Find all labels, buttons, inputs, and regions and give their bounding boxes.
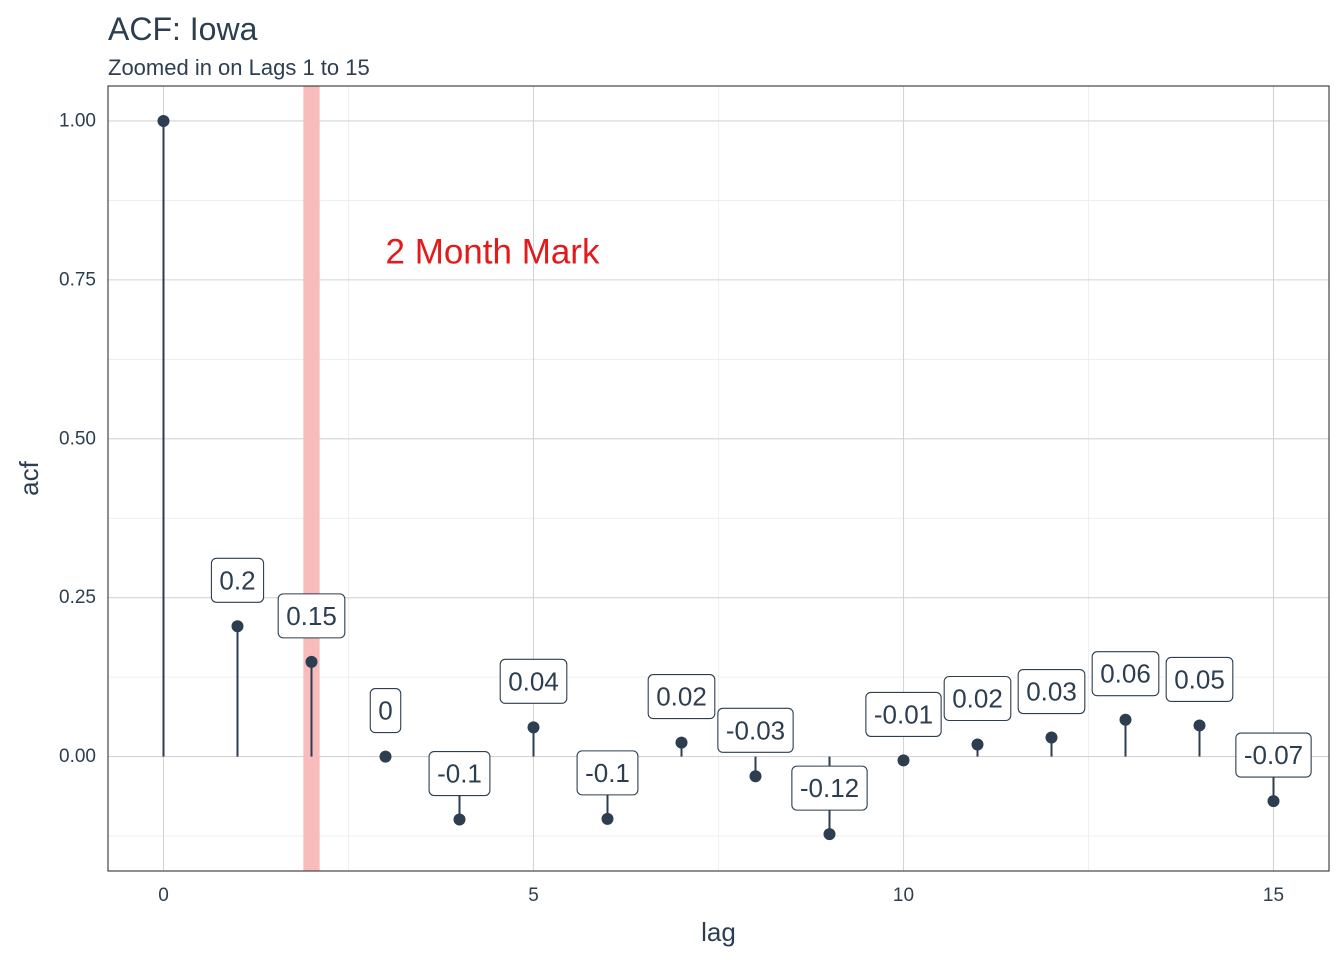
- data-label-text: -0.12: [800, 773, 859, 803]
- data-label-box: [1091, 651, 1160, 697]
- data-label-text: 0: [378, 696, 392, 726]
- x-tick-label: 0: [158, 885, 169, 906]
- acf-point: [453, 813, 466, 826]
- acf-data-label: 0.04: [499, 658, 568, 704]
- acf-data-label: -0.01: [865, 691, 942, 737]
- data-label-text: -0.1: [585, 758, 630, 788]
- acf-data-label: 0.2: [210, 557, 265, 603]
- y-tick-label: 0.50: [59, 428, 96, 449]
- y-tick-label: 0.00: [59, 746, 96, 767]
- chart-subtitle: Zoomed in on Lags 1 to 15: [108, 55, 370, 80]
- data-label-box: [428, 750, 491, 797]
- data-label-text: 0.2: [219, 565, 255, 595]
- acf-data-label: 0: [369, 688, 402, 734]
- acf-point: [749, 770, 762, 783]
- acf-point: [675, 736, 688, 749]
- acf-point: [379, 750, 392, 763]
- data-label-box: [576, 750, 639, 796]
- point-layer: [157, 114, 1280, 841]
- data-label-box: [1165, 656, 1234, 702]
- acf-point: [231, 620, 244, 633]
- data-label-box: [369, 688, 402, 734]
- acf-point: [157, 114, 170, 127]
- acf-point: [1119, 713, 1132, 726]
- acf-data-label: 0.05: [1165, 656, 1234, 702]
- acf-data-label: 0.03: [1017, 668, 1086, 715]
- data-label-box: [210, 557, 265, 603]
- y-axis-title: acf: [14, 460, 44, 495]
- data-label-box: [865, 691, 942, 737]
- acf-point: [971, 738, 984, 751]
- data-label-text: -0.07: [1244, 740, 1303, 770]
- y-tick-label: 0.75: [59, 269, 96, 290]
- acf-point: [1267, 795, 1280, 808]
- acf-point: [527, 721, 540, 734]
- data-label-box: [791, 765, 868, 811]
- panel-border: [107, 85, 1330, 872]
- x-tick-label: 5: [528, 885, 539, 906]
- acf-point: [897, 754, 910, 767]
- acf-data-label: 0.15: [277, 593, 346, 639]
- x-axis-ticks: 0 5 10 15: [158, 885, 1284, 906]
- acf-point: [823, 828, 836, 841]
- data-label-text: 0.02: [656, 682, 707, 712]
- x-tick-label: 15: [1263, 885, 1284, 906]
- acf-data-label: -0.12: [791, 765, 868, 811]
- acf-data-label: 0.02: [647, 674, 716, 720]
- data-label-text: 0.02: [952, 684, 1003, 714]
- data-label-text: 0.06: [1100, 659, 1151, 689]
- data-label-box: [717, 707, 794, 753]
- data-label-box: [943, 675, 1012, 722]
- data-label-box: [1017, 668, 1086, 715]
- y-axis-ticks: 0.00 0.25 0.50 0.75 1.00: [59, 110, 96, 767]
- acf-data-label: 0.06: [1091, 651, 1160, 697]
- x-axis-title: lag: [701, 917, 736, 947]
- highlight-band-layer: [303, 86, 320, 871]
- acf-data-label: -0.1: [576, 750, 639, 796]
- two-month-annotation: 2 Month Mark: [386, 232, 600, 271]
- acf-point: [1193, 719, 1206, 732]
- data-label-text: -0.1: [437, 759, 482, 789]
- data-label-box: [1235, 732, 1312, 778]
- data-label-text: 0.03: [1026, 677, 1077, 707]
- two-month-band: [303, 86, 320, 871]
- acf-point: [1045, 731, 1058, 744]
- minor-gridlines: [108, 86, 1329, 871]
- acf-data-label: 0.02: [943, 675, 1012, 722]
- chart-title: ACF: Iowa: [108, 11, 258, 47]
- data-label-text: -0.01: [874, 699, 933, 729]
- data-label-text: 0.05: [1174, 664, 1225, 694]
- data-label-text: 0.04: [508, 666, 559, 696]
- acf-point: [601, 812, 614, 825]
- acf-point: [305, 655, 318, 668]
- data-label-layer: 0.2 0.15 0 -0.1 0.04 -0.1 0.02 -0.03 -0.12 -0.01 0…: [210, 557, 1312, 811]
- acf-data-label: -0.07: [1235, 732, 1312, 778]
- acf-data-label: -0.1: [428, 750, 491, 797]
- x-tick-label: 10: [893, 885, 914, 906]
- data-label-text: 0.15: [286, 601, 337, 631]
- data-label-box: [499, 658, 568, 704]
- y-tick-label: 1.00: [59, 110, 96, 131]
- data-label-text: -0.03: [726, 715, 785, 745]
- acf-data-label: -0.03: [717, 707, 794, 753]
- data-label-box: [277, 593, 346, 639]
- y-tick-label: 0.25: [59, 587, 96, 608]
- data-label-box: [647, 674, 716, 720]
